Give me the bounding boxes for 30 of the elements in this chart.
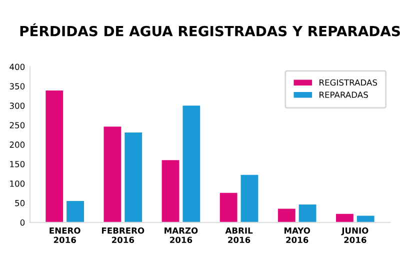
bar: [162, 160, 180, 222]
bar: [182, 106, 200, 222]
bar: [240, 174, 258, 222]
bar: [356, 216, 374, 222]
y-tick-label: 250: [10, 122, 25, 128]
x-tick-label: MARZO 2016: [164, 227, 198, 244]
y-tick-label: 400: [10, 64, 25, 70]
y-tick-label: 300: [10, 102, 25, 109]
bar: [298, 204, 316, 222]
x-tick-label: JUNIO 2016: [341, 227, 368, 244]
legend-label: REGISTRADAS: [320, 79, 378, 86]
bar: [66, 200, 84, 222]
bar: [336, 214, 354, 222]
y-tick-label: 0: [20, 219, 25, 226]
chart-title: PÉRDIDAS DE AGUA REGISTRADAS Y REPARADAS: [20, 23, 400, 36]
y-tick-label: 50: [15, 200, 25, 206]
x-tick-label: ABRIL 2016: [225, 228, 253, 244]
x-tick-label: FEBRERO 2016: [102, 227, 144, 244]
bar: [104, 126, 122, 222]
y-tick-label: 350: [10, 83, 25, 90]
y-tick-label: 150: [10, 161, 25, 168]
bar: [46, 90, 64, 222]
y-tick-label: 100: [10, 180, 25, 187]
x-tick-label: MAYO 2016: [284, 227, 310, 244]
legend-label: REPARADAS: [320, 92, 368, 98]
bar: [220, 192, 238, 222]
bar: [124, 132, 142, 222]
x-tick-label: ENERO 2016: [50, 227, 80, 244]
bar: [278, 208, 296, 222]
y-tick-label: 200: [10, 142, 25, 148]
